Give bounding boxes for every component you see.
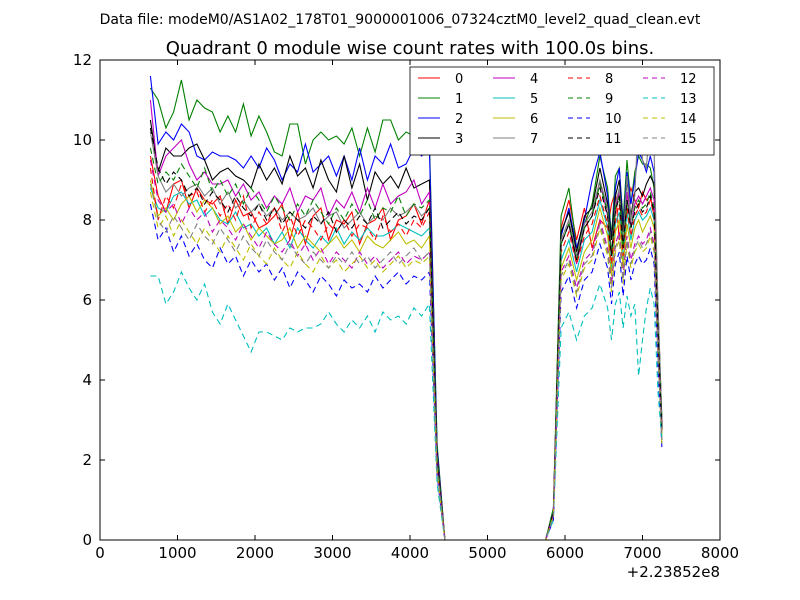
y-tick-label: 4 [82, 371, 92, 389]
legend-label-11: 11 [605, 132, 622, 147]
legend-label-13: 13 [680, 92, 697, 107]
legend-label-7: 7 [530, 132, 538, 147]
series-line-15 [149, 183, 663, 540]
series-line-10 [149, 203, 663, 540]
legend-label-8: 8 [605, 72, 613, 87]
series-line-14 [149, 191, 663, 540]
x-tick-label: 1000 [158, 544, 196, 562]
legend-label-10: 10 [605, 112, 622, 127]
legend-label-14: 14 [680, 112, 697, 127]
series-line-13 [150, 270, 663, 540]
x-tick-label: 2000 [236, 544, 274, 562]
y-tick-label: 12 [73, 51, 92, 69]
series-line-9 [149, 147, 663, 540]
legend-label-4: 4 [530, 72, 538, 87]
axis-ticks: 0 1000 2000 3000 4000 5000 6000 7000 80000246810… [73, 51, 739, 562]
figure-suptitle: Data file: modeM0/AS1A02_178T01_90000010… [100, 12, 701, 28]
legend-label-1: 1 [455, 92, 463, 107]
legend-label-5: 5 [530, 92, 538, 107]
x-tick-label: 8000 [701, 544, 739, 562]
legend-label-12: 12 [680, 72, 697, 87]
series-layer [149, 75, 663, 540]
x-tick-label: 3000 [313, 544, 351, 562]
series-line-12 [149, 159, 663, 540]
legend-label-0: 0 [455, 72, 463, 87]
legend-label-2: 2 [455, 112, 463, 127]
y-tick-label: 0 [82, 531, 92, 549]
x-tick-label: 6000 [546, 544, 584, 562]
x-offset-label: +2.23852e8 [627, 563, 720, 581]
legend-label-6: 6 [530, 112, 538, 127]
y-tick-label: 2 [82, 451, 92, 469]
x-tick-label: 7000 [623, 544, 661, 562]
y-tick-label: 8 [82, 211, 92, 229]
x-tick-label: 5000 [468, 544, 506, 562]
legend-label-3: 3 [455, 132, 463, 147]
legend-label-9: 9 [605, 92, 613, 107]
series-line-5 [149, 187, 663, 540]
legend-label-15: 15 [680, 132, 697, 147]
y-tick-label: 10 [73, 131, 92, 149]
series-line-11 [149, 127, 663, 540]
series-line-3 [149, 119, 663, 540]
chart-title: Quadrant 0 module wise count rates with … [166, 38, 655, 59]
series-line-6 [149, 179, 663, 540]
legend-frame [409, 66, 715, 156]
y-tick-label: 6 [82, 291, 92, 309]
x-tick-label: 0 [95, 544, 105, 562]
x-tick-label: 4000 [391, 544, 429, 562]
series-line-4 [149, 99, 663, 540]
